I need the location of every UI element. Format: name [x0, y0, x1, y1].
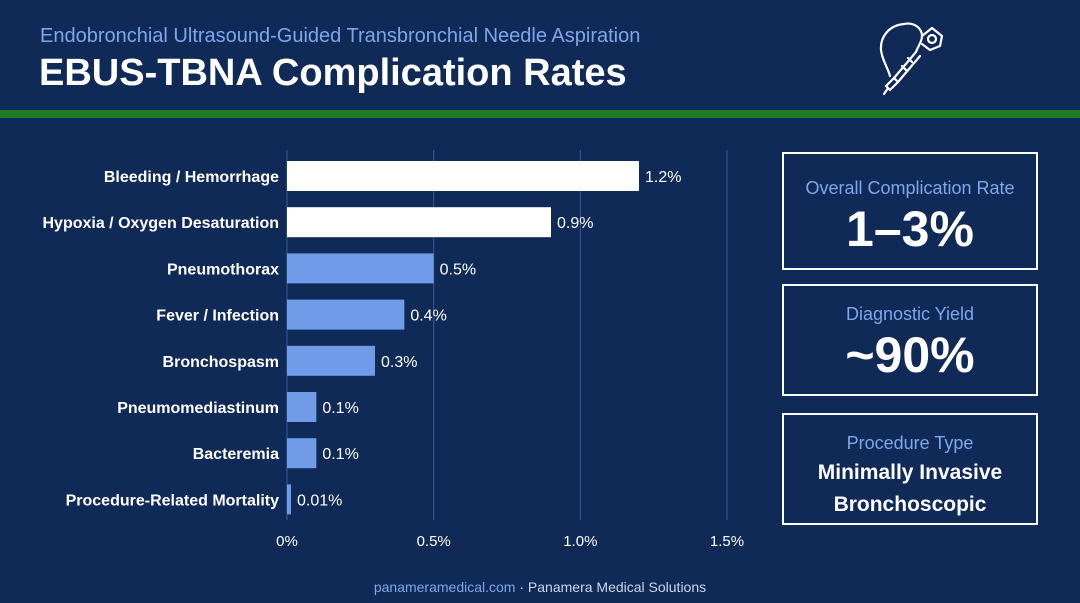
stat-value: 1–3% — [846, 201, 974, 257]
value-label: 0.3% — [381, 354, 417, 371]
category-label: Pneumothorax — [167, 261, 279, 278]
category-label: Fever / Infection — [156, 308, 279, 325]
category-label: Bacteremia — [193, 446, 279, 463]
x-tick-label: 1.5% — [710, 533, 744, 550]
stat-text-line2: Bronchoscopic — [833, 493, 987, 516]
footer-org: Panamera Medical Solutions — [527, 579, 707, 595]
category-label: Bronchospasm — [163, 354, 279, 371]
category-label: Bleeding / Hemorrhage — [104, 169, 279, 186]
bar — [287, 253, 434, 284]
stat-label: Procedure Type — [846, 433, 974, 453]
bar — [287, 484, 291, 515]
bar — [287, 345, 375, 376]
category-label: Pneumomediastinum — [117, 400, 279, 417]
category-label: Procedure-Related Mortality — [66, 492, 279, 509]
stat-text-line1: Minimally Invasive — [817, 461, 1003, 484]
stat-label: Overall Complication Rate — [805, 178, 1015, 198]
footer-link[interactable]: panameramedical.com — [373, 579, 516, 595]
page-title: EBUS-TBNA Complication Rates — [39, 52, 627, 94]
x-tick-label: 0.5% — [417, 533, 451, 550]
value-label: 0.5% — [440, 261, 476, 278]
category-label: Hypoxia / Oxygen Desaturation — [42, 215, 279, 232]
value-label: 0.1% — [322, 400, 358, 417]
footer-separator: · — [515, 579, 528, 595]
bar — [287, 161, 639, 191]
x-tick-label: 0% — [276, 533, 298, 550]
value-label: 1.2% — [645, 169, 681, 186]
bar — [287, 299, 405, 330]
bar — [287, 392, 317, 422]
stat-value: ~90% — [845, 327, 975, 383]
header-divider — [0, 110, 1080, 118]
stat-label: Diagnostic Yield — [845, 304, 975, 324]
bar — [287, 207, 551, 238]
value-label: 0.1% — [322, 446, 358, 463]
value-label: 0.01% — [297, 492, 342, 509]
stat-card-procedure-type: Procedure Type Minimally Invasive Bronch… — [782, 413, 1038, 525]
complication-bar-chart: 0% 0.5% 1.0% 1.5% Bleeding / Hemorrhage 1.2% H… — [42, 150, 744, 550]
stat-card-overall-rate: Overall Complication Rate 1–3% — [782, 152, 1038, 270]
page-subtitle: Endobronchial Ultrasound-Guided Transbro… — [40, 25, 641, 47]
value-label: 0.4% — [410, 308, 446, 325]
x-tick-label: 1.0% — [563, 533, 597, 550]
bar — [287, 438, 317, 469]
footer: panameramedical.com · Panamera Medical S… — [0, 579, 1080, 595]
stat-card-diagnostic-yield: Diagnostic Yield ~90% — [782, 284, 1038, 396]
value-label: 0.9% — [557, 215, 593, 232]
ebus-bronchoscope-icon — [879, 22, 944, 96]
